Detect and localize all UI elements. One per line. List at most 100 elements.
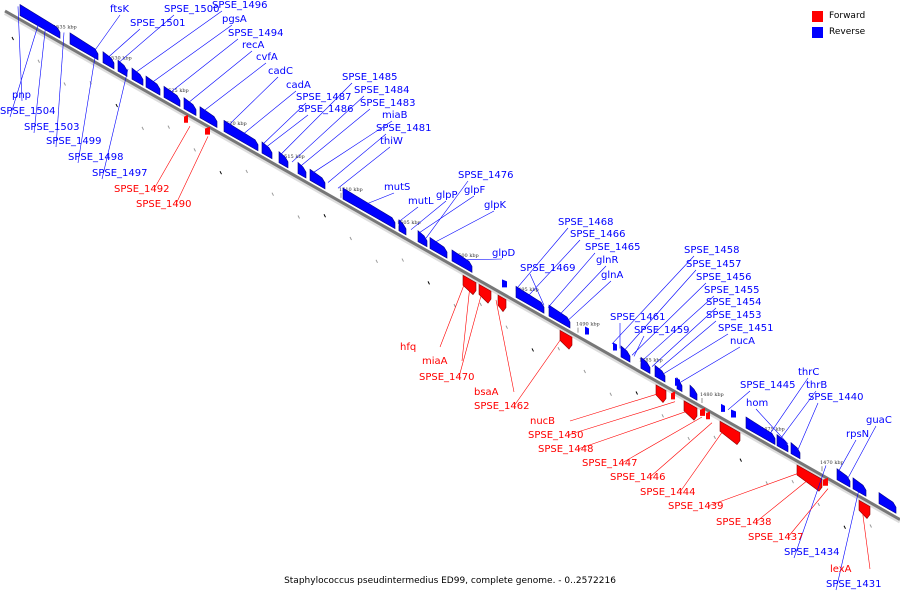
reverse-gene-label: SPSE_1486: [298, 104, 354, 115]
forward-gene: [683, 400, 698, 421]
reverse-leader: [117, 14, 175, 64]
track-dash: [193, 148, 196, 152]
reverse-gene-label: rpsN: [846, 429, 869, 440]
reverse-gene-label: nucA: [730, 336, 755, 347]
legend-label-forward: Forward: [829, 11, 866, 21]
reverse-leader: [265, 114, 309, 148]
reverse-leader: [651, 307, 717, 367]
reverse-gene: [689, 384, 698, 401]
reverse-gene: [223, 119, 259, 152]
track-dash: [349, 236, 352, 241]
reverse-leader: [365, 192, 395, 205]
track-dash: [245, 169, 248, 174]
reverse-gene-small: [585, 326, 589, 335]
reverse-gene-label: glnA: [601, 270, 623, 281]
reverse-leader: [151, 24, 233, 83]
track-dash: [115, 103, 118, 108]
forward-gene-label: SPSE_1446: [610, 472, 666, 483]
reverse-leader: [279, 82, 353, 156]
reverse-gene-label: SPSE_1453: [706, 310, 762, 321]
reverse-leader: [242, 90, 297, 135]
forward-gene-label: hfq: [400, 342, 416, 353]
reverse-leader: [9, 18, 41, 118]
reverse-leader: [633, 335, 645, 357]
reverse-gene-label: miaB: [382, 110, 408, 121]
track-dash: [37, 59, 40, 63]
reverse-leader: [641, 295, 715, 362]
forward-gene: [559, 329, 573, 350]
forward-gene: [719, 420, 741, 446]
reverse-gene-label: glpD: [492, 248, 515, 259]
track-dash: [453, 303, 456, 308]
forward-gene: [478, 283, 492, 304]
reverse-gene-label: pgsA: [222, 14, 247, 25]
track-dash: [791, 479, 794, 484]
backbone-shadow: [4, 11, 900, 524]
legend-item-reverse[interactable]: Reverse: [812, 24, 892, 40]
forward-gene-small: [671, 391, 675, 400]
reverse-leader: [291, 95, 365, 163]
forward-leader: [649, 422, 713, 478]
reverse-leader: [327, 133, 387, 183]
reverse-swatch: [812, 26, 823, 38]
reverse-gene-small: [675, 377, 680, 386]
forward-leader: [755, 478, 811, 523]
reverse-gene-label: glpK: [484, 200, 506, 211]
reverse-leader: [623, 269, 697, 351]
reverse-gene-label: cadA: [286, 80, 311, 91]
forward-gene-label: SPSE_1447: [582, 458, 638, 469]
reverse-gene-label: glpP: [436, 190, 458, 201]
forward-leader: [861, 507, 871, 570]
reverse-gene-label: SPSE_1461: [610, 312, 666, 323]
reverse-gene: [451, 249, 473, 273]
track-dash: [843, 525, 846, 529]
reverse-gene-small: [502, 279, 507, 288]
reverse-leader: [227, 76, 279, 126]
reverse-leader: [663, 333, 729, 374]
forward-leader: [495, 299, 515, 393]
forward-gene-label: SPSE_1437: [748, 532, 804, 543]
reverse-gene-label: SPSE_1457: [686, 259, 742, 270]
reverse-gene-label: SPSE_1496: [212, 0, 268, 11]
forward-gene-label: nucB: [530, 416, 555, 427]
forward-gene-label: SPSE_1470: [419, 372, 475, 383]
legend-label-reverse: Reverse: [829, 27, 866, 37]
forward-gene-small: [823, 477, 828, 486]
legend-item-forward[interactable]: Forward: [812, 8, 892, 24]
reverse-gene-small: [613, 342, 617, 351]
reverse-leader: [611, 255, 695, 345]
reverse-gene: [19, 3, 61, 39]
reverse-gene-label: SPSE_1468: [558, 217, 614, 228]
reverse-leader: [94, 14, 121, 51]
reverse-gene-label: cadC: [268, 66, 293, 77]
track-dash: [479, 302, 482, 307]
reverse-gene-label: SPSE_1484: [354, 85, 410, 96]
reverse-gene-small: [721, 403, 725, 412]
track-dash: [63, 82, 66, 86]
forward-gene-small: [205, 126, 210, 135]
forward-leader: [577, 409, 691, 450]
track-dash: [557, 346, 560, 351]
reverse-leader: [77, 50, 97, 164]
track-dash: [297, 215, 300, 219]
track-dash: [401, 258, 404, 262]
reverse-gene-label: mutS: [384, 182, 410, 193]
scatter-layer: [11, 36, 872, 529]
reverse-gene: [183, 97, 197, 117]
reverse-gene: [199, 106, 218, 128]
reverse-leader: [55, 32, 65, 148]
reverse-leader: [187, 50, 253, 104]
reverse-gene-label: hom: [746, 398, 768, 409]
reverse-gene-label: SPSE_1476: [458, 170, 514, 181]
forward-gene-label: lexA: [830, 564, 852, 575]
reverse-gene-label: SPSE_1440: [808, 392, 864, 403]
track-dash: [817, 502, 820, 507]
reverse-leader: [261, 102, 307, 146]
reverse-gene-label: mutL: [408, 196, 434, 207]
reverse-leader: [769, 377, 809, 434]
reverse-gene-label: glpF: [464, 185, 485, 196]
reverse-leader: [134, 10, 223, 74]
reverse-gene-label: SPSE_1483: [360, 98, 416, 109]
reverse-leader: [410, 200, 447, 230]
reverse-gene-label: cvfA: [256, 52, 278, 63]
